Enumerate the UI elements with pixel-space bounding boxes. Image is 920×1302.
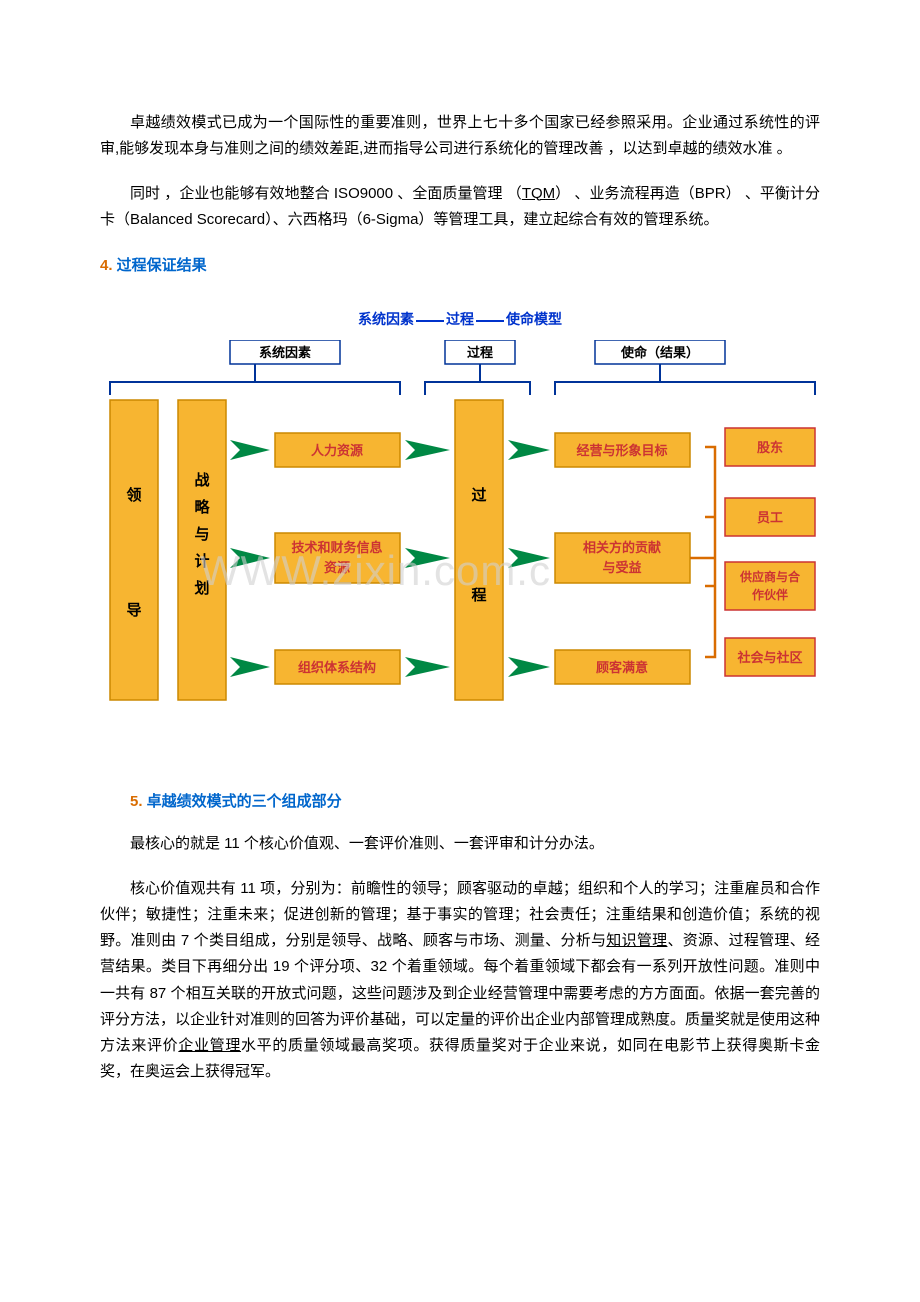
paragraph-5b: 核心价值观共有 11 项，分别为：前瞻性的领导；顾客驱动的卓越；组织和个人的学习… (100, 876, 820, 1086)
diagram-svg: 系统因素 过程 使命（结果） 领 导 战 略 与 计 划 人力资源 技术和财务信… (100, 340, 820, 740)
heading-5-txt: 卓越绩效模式的三个组成部分 (143, 793, 342, 810)
svg-text:作伙伴: 作伙伴 (752, 587, 788, 602)
diagram-title: 系统因素 过程 使命模型 (100, 307, 820, 332)
paragraph-1: 卓越绩效模式已成为一个国际性的重要准则，世界上七十多个国家已经参照采用。企业通过… (100, 110, 820, 163)
heading-5-num: 5. (130, 793, 143, 810)
heading-4-num: 4. (100, 257, 113, 274)
diagram-title-2: 使命模型 (506, 311, 562, 327)
svg-text:与: 与 (194, 526, 209, 543)
heading-4-txt: 过程保证结果 (113, 257, 207, 274)
diagram-title-1: 过程 (446, 311, 474, 327)
header-2: 使命（结果） (620, 345, 699, 360)
p2-text-a: 同时 ，企业也能够有效地整合 ISO9000 、全面质量管理 （ (130, 185, 522, 202)
diagram-title-0: 系统因素 (358, 311, 414, 327)
heading-5: 5. 卓越绩效模式的三个组成部分 (130, 789, 820, 815)
enterprise-mgmt-link[interactable]: 企业管理 (178, 1037, 241, 1054)
paragraph-2: 同时 ，企业也能够有效地整合 ISO9000 、全面质量管理 （TQM） 、业务… (100, 181, 820, 234)
svg-text:领: 领 (125, 486, 141, 504)
rs-3: 社会与社区 (736, 650, 802, 665)
svg-text:略: 略 (194, 498, 210, 516)
watermark-text: WWW.zixin.com.c (200, 547, 551, 594)
svg-text:战: 战 (194, 471, 209, 489)
svg-text:导: 导 (126, 602, 141, 619)
svg-text:相关方的贡献: 相关方的贡献 (583, 540, 661, 555)
rs-0: 股东 (757, 440, 783, 455)
title-sep-icon (476, 320, 504, 322)
svg-text:过: 过 (471, 486, 486, 504)
svg-text:供应商与合: 供应商与合 (739, 569, 801, 584)
heading-4: 4. 过程保证结果 (100, 253, 820, 279)
title-sep-icon (416, 320, 444, 322)
header-1: 过程 (467, 345, 493, 360)
mr-0: 经营与形象目标 (576, 443, 667, 458)
paragraph-5a: 最核心的就是 11 个核心价值观、一套评价准则、一套评审和计分办法。 (100, 831, 820, 857)
tqm-link[interactable]: TQM (522, 185, 555, 202)
ml-0: 人力资源 (311, 443, 363, 458)
rs-1: 员工 (757, 510, 783, 525)
header-0: 系统因素 (259, 345, 311, 360)
svg-text:与受益: 与受益 (602, 560, 641, 575)
ml-2: 组织体系结构 (298, 660, 376, 675)
mr-2: 顾客满意 (596, 660, 648, 675)
p5b-b: 、资源、过程管理、经营结果。类目下再细分出 19 个评分项、32 个着重领域。每… (100, 932, 820, 1054)
knowledge-mgmt-link[interactable]: 知识管理 (606, 932, 667, 949)
process-diagram: 系统因素过程使命模型 系统因素 过程 使命（结果） 领 导 战 略 与 计 划 (100, 307, 820, 749)
